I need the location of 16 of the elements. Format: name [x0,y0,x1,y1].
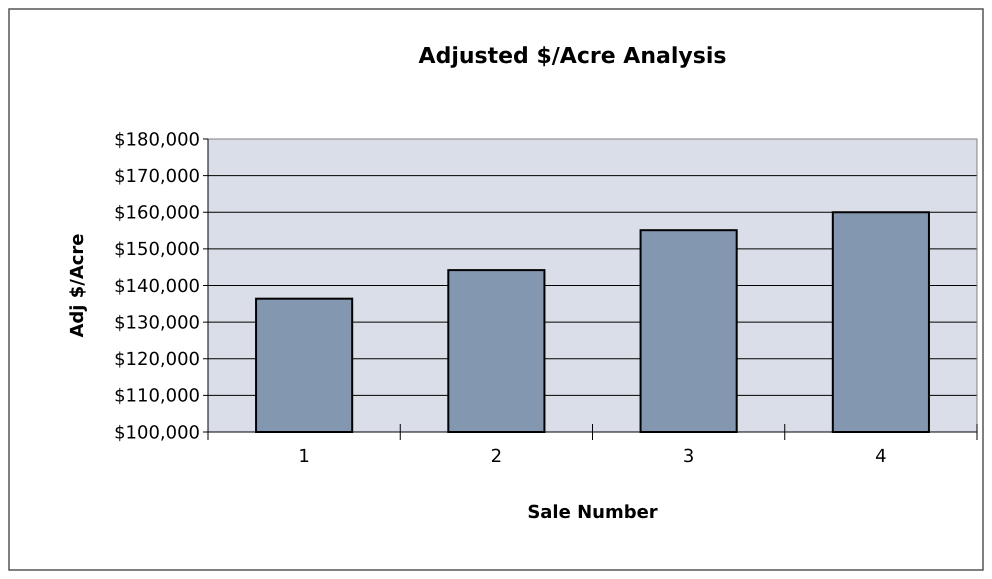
x-tick-label: 2 [490,446,502,467]
x-tick-label: 4 [875,446,887,467]
y-tick-label: $100,000 [114,422,200,444]
y-tick-label: $120,000 [114,349,200,370]
x-tick-label: 3 [682,446,694,467]
y-tick-label: $160,000 [114,202,200,224]
x-axis-title: Sale Number [527,502,658,523]
x-tick-label: 1 [298,446,310,467]
y-tick-label: $130,000 [114,312,200,334]
y-tick-label: $140,000 [114,276,200,297]
y-tick-label: $110,000 [114,386,200,407]
y-tick-label: $180,000 [114,129,200,150]
y-axis-title: Adj $/Acre [67,233,88,338]
y-tick-label: $170,000 [114,166,200,187]
y-tick-label: $150,000 [114,239,200,260]
chart-title: Adjusted $/Acre Analysis [418,44,726,69]
